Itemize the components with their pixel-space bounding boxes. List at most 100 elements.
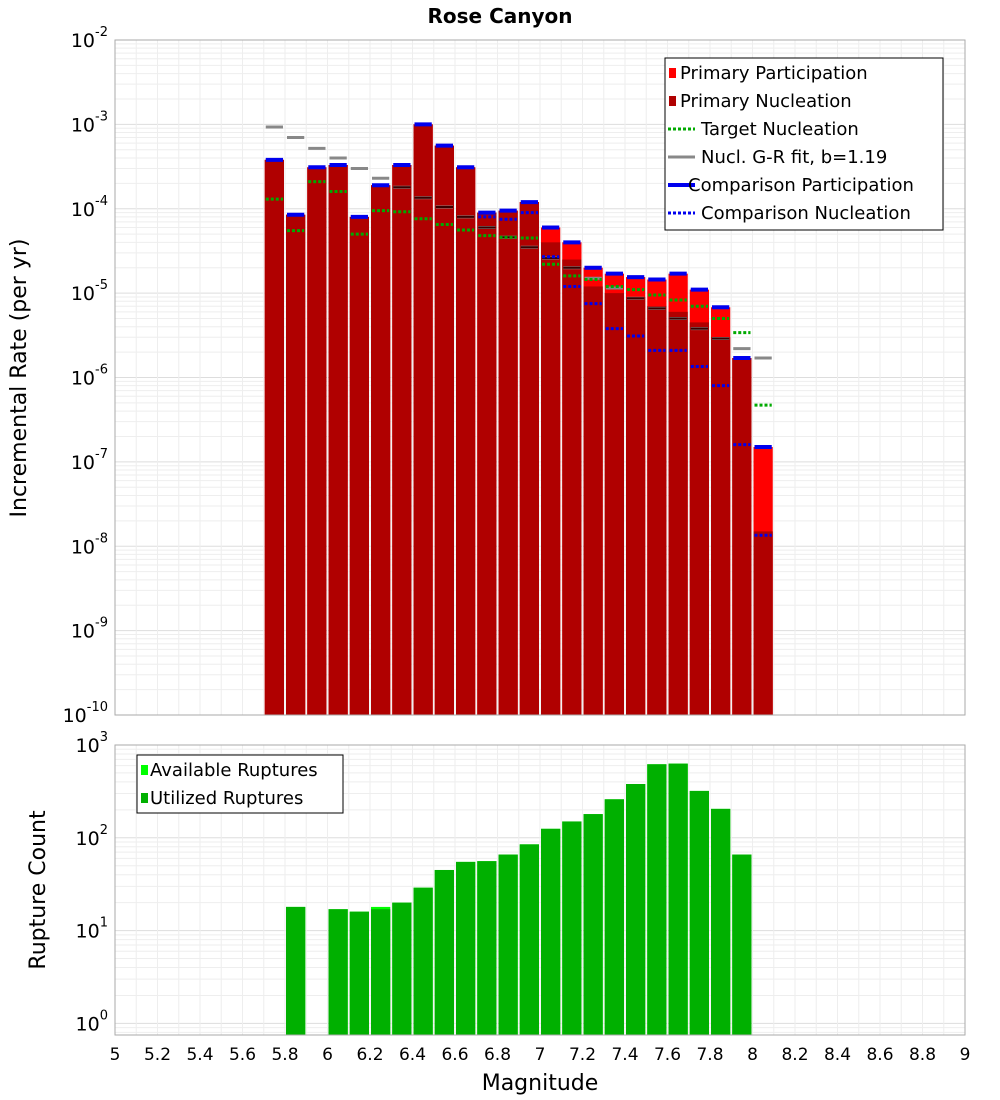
nucleation-bar (392, 165, 412, 716)
utilized-ruptures-bar (434, 869, 454, 1035)
rate-y-axis-label: Incremental Rate (per yr) (7, 239, 32, 518)
rate-y-tick-label: 10-3 (71, 109, 108, 136)
x-tick-label: 5.2 (144, 1045, 171, 1065)
nucleation-bar (456, 167, 476, 715)
legend-label: Nucl. G-R fit, b=1.19 (701, 147, 887, 168)
utilized-ruptures-bar (413, 887, 433, 1035)
utilized-ruptures-bar (371, 909, 391, 1035)
nucleation-bar (647, 306, 667, 715)
x-tick-label: 5.4 (186, 1045, 213, 1065)
count-panel: 100 101 102 103 Rupture Count Available Rup… (26, 730, 966, 1036)
x-tick-label: 7.8 (696, 1045, 723, 1065)
nucleation-bar (371, 185, 391, 715)
legend-swatch (141, 765, 148, 775)
count-y-ticks: 100 101 102 103 (76, 730, 108, 1035)
x-tick-label: 6.6 (441, 1045, 468, 1065)
x-tick-label: 7.2 (569, 1045, 596, 1065)
chart-title: Rose Canyon (428, 4, 573, 28)
utilized-ruptures-bar (604, 799, 624, 1035)
utilized-ruptures-bar (349, 911, 369, 1035)
x-tick-label: 5 (110, 1045, 121, 1065)
legend-label: Utilized Ruptures (150, 788, 303, 809)
nucleation-bar (668, 311, 688, 715)
count-y-tick-label: 100 (76, 1008, 108, 1035)
x-tick-label: 7.4 (611, 1045, 638, 1065)
utilized-ruptures-bar (498, 854, 518, 1035)
utilized-ruptures-bar (477, 861, 497, 1035)
x-tick-label: 5.6 (229, 1045, 256, 1065)
nucleation-bar (286, 214, 306, 716)
nucleation-bar (264, 159, 284, 716)
legend-label: Target Nucleation (700, 119, 859, 140)
utilized-ruptures-bar (732, 854, 752, 1035)
legend-swatch (669, 96, 676, 106)
utilized-ruptures-bar (562, 821, 582, 1035)
utilized-ruptures-bar (392, 902, 412, 1035)
count-bars (286, 763, 752, 1035)
utilized-ruptures-bar (456, 861, 476, 1035)
nucleation-bar (689, 322, 709, 715)
x-tick-label: 7 (535, 1045, 546, 1065)
legend-swatch (669, 68, 676, 78)
x-axis-label: Magnitude (482, 1071, 599, 1096)
nucleation-bar (477, 212, 497, 716)
x-tick-label: 5.8 (271, 1045, 298, 1065)
nucleation-bar (541, 242, 561, 716)
legend-label: Primary Nucleation (680, 91, 852, 112)
rate-panel: 10-10 10-9 10-8 10-7 10-6 10-5 10-4 10-3 10-2 In… (7, 25, 966, 727)
x-ticks: 5 5.2 5.4 5.6 5.8 6 6.2 6.4 6.6 6.8 7 7.2 7.4 7.6 7.8 8… (110, 1045, 971, 1065)
legend-label: Available Ruptures (150, 760, 318, 781)
rate-y-tick-label: 10-2 (71, 25, 108, 52)
nucleation-bar (562, 259, 582, 715)
x-tick-label: 8.8 (909, 1045, 936, 1065)
nucleation-bar (328, 165, 348, 716)
rate-bars (264, 124, 773, 716)
count-grid (114, 745, 966, 1035)
utilized-ruptures-bar (647, 764, 667, 1035)
legend-swatch (141, 793, 148, 803)
nucleation-bar (732, 358, 752, 715)
rate-plot-frame (114, 39, 966, 716)
nucleation-bar (604, 293, 624, 715)
rate-y-tick-label: 10-9 (71, 616, 108, 643)
x-tick-label: 8.2 (781, 1045, 808, 1065)
rate-y-tick-label: 10-8 (71, 531, 108, 558)
nucleation-bar (626, 296, 646, 715)
legend-label: Comparison Nucleation (701, 203, 911, 224)
utilized-ruptures-bar (541, 828, 561, 1035)
rate-legend-box (664, 57, 944, 231)
nucleation-bar (519, 202, 539, 715)
x-tick-label: 8.4 (824, 1045, 851, 1065)
count-y-tick-label: 102 (76, 823, 108, 850)
rate-lines (265, 122, 772, 537)
x-tick-label: 6.4 (399, 1045, 426, 1065)
x-tick-label: 8.6 (866, 1045, 893, 1065)
rate-y-tick-label: 10-6 (71, 363, 108, 390)
utilized-ruptures-bar (328, 909, 348, 1035)
legend-label: Primary Participation (680, 63, 868, 84)
utilized-ruptures-bar (286, 906, 306, 1035)
rate-y-tick-label: 10-4 (71, 194, 108, 221)
x-tick-label: 8 (747, 1045, 758, 1065)
rate-y-tick-label: 10-10 (63, 700, 108, 727)
legend-label: Comparison Participation (688, 175, 914, 196)
nucleation-bar (434, 145, 454, 715)
nucleation-bar (711, 337, 731, 715)
utilized-ruptures-bar (583, 814, 603, 1035)
x-tick-label: 7.6 (654, 1045, 681, 1065)
rate-legend: Primary Participation Primary Nucleation T… (664, 57, 944, 231)
count-legend-box (136, 754, 344, 814)
utilized-ruptures-bar (668, 763, 688, 1035)
nucleation-bar (413, 124, 433, 715)
x-tick-label: 9 (960, 1045, 971, 1065)
count-y-axis-label: Rupture Count (26, 810, 51, 970)
utilized-ruptures-bar (626, 783, 646, 1035)
count-plot-frame (114, 744, 966, 1036)
x-tick-label: 6.2 (356, 1045, 383, 1065)
count-legend: Available Ruptures Utilized Ruptures (136, 754, 344, 814)
utilized-ruptures-bar (689, 790, 709, 1035)
count-y-tick-label: 103 (76, 730, 108, 757)
rate-y-ticks: 10-10 10-9 10-8 10-7 10-6 10-5 10-4 10-3 10-2 (63, 25, 108, 727)
rate-y-tick-label: 10-7 (71, 447, 108, 474)
